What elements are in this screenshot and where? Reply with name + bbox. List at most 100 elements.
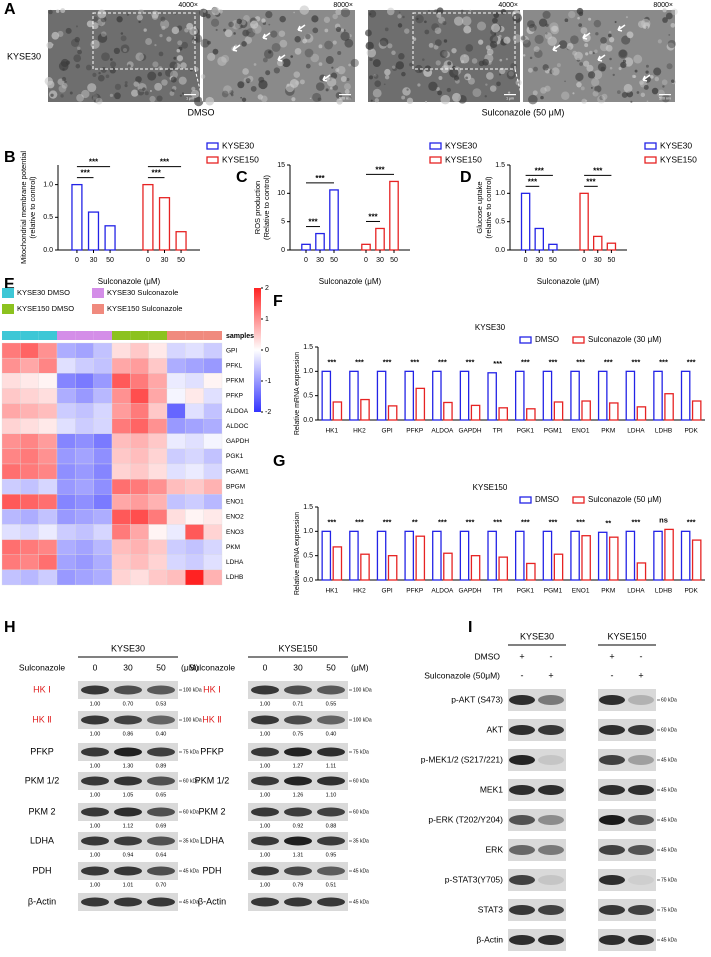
blot-row-label: β-Actin [28,896,56,906]
heatmap-cell [111,569,131,586]
micrograph-texture [425,100,428,103]
micrograph-texture [493,12,500,19]
micrograph-texture [532,90,538,96]
significance-label: *** [160,158,170,167]
significance-label: ns [659,515,668,524]
heatmap-cell [56,448,76,465]
micrograph-texture [435,60,441,66]
heatmap-cell [38,524,58,540]
micrograph-texture [268,50,272,54]
micrograph-texture [639,80,644,85]
heatmap-cell [75,554,94,571]
blot-band [628,695,654,705]
bar [301,243,311,251]
bar [653,370,663,421]
bar [498,556,509,581]
micrograph-texture [217,56,227,66]
significance-label: *** [549,357,558,366]
bar [415,535,426,581]
micrograph-texture [434,27,442,34]
micrograph-texture [512,34,522,43]
micrograph-texture [618,49,628,59]
micrograph-texture [441,65,449,74]
significance-label: ** [412,517,418,526]
heatmap-cell [203,569,223,586]
micrograph-texture [465,44,474,52]
sample-annotation [112,331,131,340]
micrograph-texture [490,40,498,49]
colorbar-label: -2 [265,409,271,416]
blot-strip [508,779,566,801]
y-tick-label: 0.5 [495,219,505,226]
y-axis-label: (relative to control) [28,176,37,239]
quant-label: 1.00 [90,701,101,707]
micrograph-texture [184,27,189,33]
blot-strip [508,869,566,891]
row-label: GAPDH [226,438,249,445]
micrograph-texture [124,81,128,85]
condition-label: DMSO [188,107,215,117]
sample-annotation [20,331,39,340]
treatment-mark: + [548,670,553,680]
micrograph-texture [370,49,373,52]
micrograph-texture [171,88,175,93]
significance-label: *** [327,517,336,526]
quant-label: 1.00 [90,792,101,798]
heatmap-cell [166,342,186,359]
micrograph-texture [580,27,588,35]
micrograph-texture [593,19,602,28]
legend-swatch [644,142,657,150]
heatmap-cell [20,403,39,419]
micrograph-texture [265,10,273,19]
heatmap-cell [111,342,131,359]
micrograph-texture [485,45,491,51]
blot-band [628,845,654,855]
colorbar-label: 0 [265,347,269,354]
quant-label: 0.71 [293,701,304,707]
micrograph-texture [578,23,583,27]
heatmap-cell [56,357,76,374]
blot-band [538,905,564,915]
micrograph-texture [105,74,110,79]
blot-strip [508,839,566,861]
micrograph-texture [489,85,497,92]
micrograph-texture [91,93,101,103]
dose-label: 30 [293,662,303,672]
group-label: KYSE150 Sulconazole [107,304,182,313]
micrograph-texture [418,69,423,73]
micrograph-texture [310,53,320,63]
legend-label: KYSE30 [222,140,254,150]
inset-guide [194,68,204,103]
blot-band [251,897,279,907]
x-tick-label: ALDOA [431,588,454,595]
blot-band [284,836,312,846]
blot-title: KYSE30 [111,643,145,653]
blot-band [538,815,564,825]
scale-bar [504,94,516,96]
micrograph-texture [215,28,218,32]
colorbar-label: -1 [265,378,271,385]
micrograph-texture [97,33,108,43]
heatmap-cell [148,373,168,389]
heatmap-cell [166,539,186,555]
arrow [262,32,271,40]
blot-row-label: HK Ⅱ [202,714,221,724]
micrograph-texture [528,94,538,105]
micrograph-texture [369,75,374,80]
size-label: 100 kDa [353,687,372,693]
micrograph-texture [60,94,64,98]
heatmap-cell [20,342,39,359]
micrograph-texture [384,68,391,76]
significance-label: *** [355,517,364,526]
micrograph-texture [372,59,381,68]
blot-row-label: PKM 2 [28,806,55,816]
arrow [642,74,651,82]
heatmap-cell [111,494,131,510]
blot-strip [598,899,656,921]
quant-label: 0.51 [326,882,337,888]
chart-title: KYSE30 [475,323,506,332]
micrograph-texture [337,65,346,75]
micrograph-texture [498,34,502,38]
micrograph-texture [324,28,329,33]
heatmap-cell [203,524,223,540]
